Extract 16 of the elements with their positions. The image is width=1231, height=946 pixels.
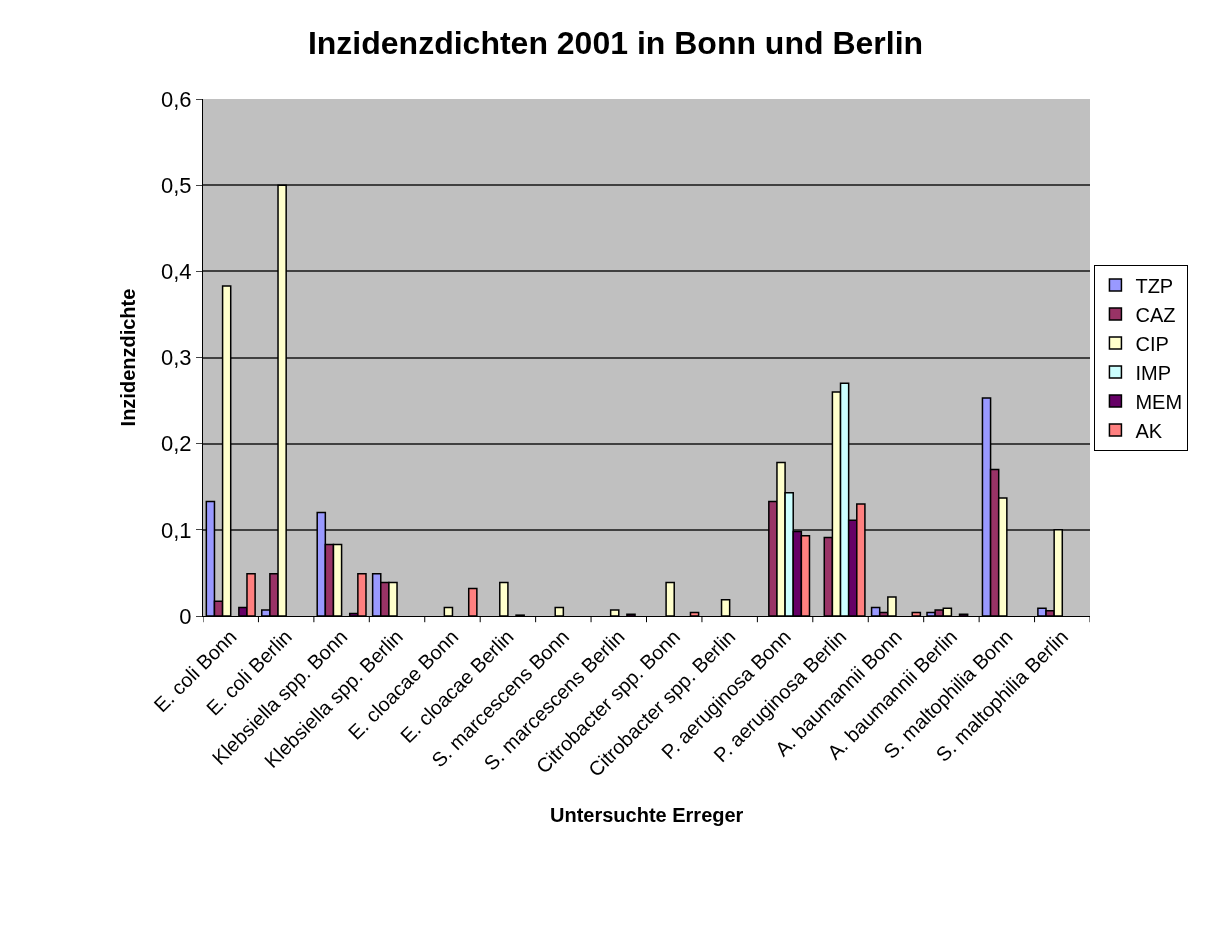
x-axis-title: Untersuchte Erreger (550, 804, 744, 826)
legend-label: IMP (1135, 361, 1171, 384)
legend-label: TZP (1135, 274, 1174, 297)
y-tick-label: 0 (179, 603, 192, 629)
y-tick-label: 0,1 (161, 517, 192, 543)
y-tick-label: 0,6 (161, 86, 192, 112)
y-tick-label: 0,4 (161, 259, 192, 285)
legend-label: MEM (1135, 390, 1183, 413)
legend-label: CAZ (1135, 303, 1176, 326)
y-tick-label: 0,3 (161, 345, 192, 371)
legend-label: AK (1135, 419, 1163, 442)
chart-title: Inzidenzdichten 2001 in Bonn und Berlin (307, 24, 924, 61)
legend-label: CIP (1135, 332, 1169, 355)
y-axis-title: Inzidenzdichte (116, 288, 139, 427)
y-tick-label: 0,5 (161, 172, 192, 198)
y-tick-label: 0,2 (161, 431, 192, 457)
